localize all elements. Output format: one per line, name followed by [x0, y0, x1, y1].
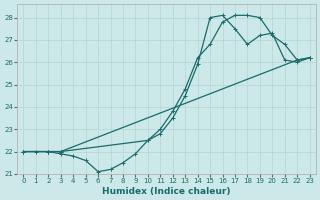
- X-axis label: Humidex (Indice chaleur): Humidex (Indice chaleur): [102, 187, 231, 196]
